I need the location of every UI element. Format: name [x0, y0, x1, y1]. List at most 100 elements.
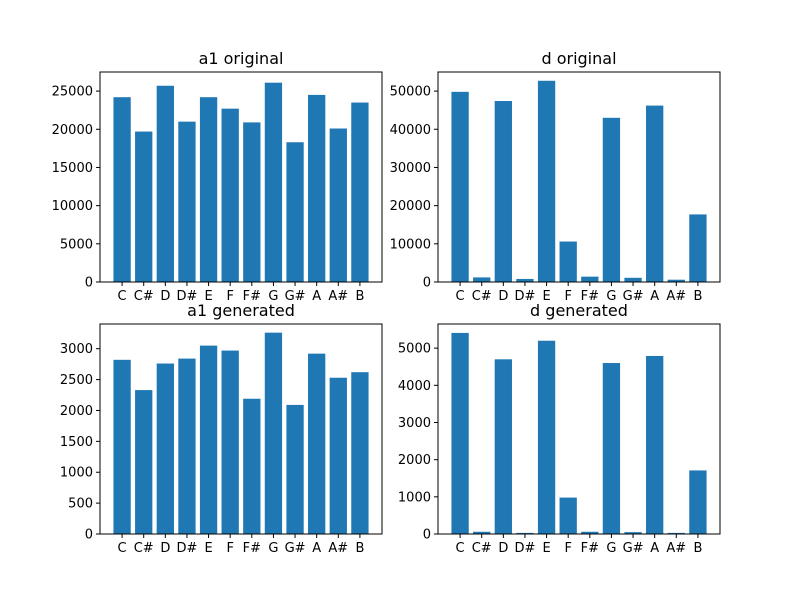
bar-gsharp: [286, 142, 304, 282]
x-tick-label: F: [564, 541, 571, 556]
y-tick-label: 500: [68, 497, 93, 512]
bar-f: [559, 241, 577, 282]
x-tick-label: A#: [328, 541, 348, 556]
y-tick-label: 1000: [398, 490, 431, 505]
y-tick-label: 0: [85, 528, 93, 543]
x-tick-label: D#: [514, 289, 535, 304]
subplot-4: C C# D D# E F F# G G# A A# B 0 1000 2000 3000 4000 5000 d …: [398, 301, 721, 556]
bar-b: [351, 372, 369, 534]
y-tick-label: 5000: [60, 237, 93, 252]
x-tick-label: A: [312, 541, 321, 556]
x-tick-label: F: [226, 289, 233, 304]
x-tick-label: G#: [285, 541, 306, 556]
x-tick-label: E: [204, 541, 212, 556]
x-tick-label: C: [118, 541, 127, 556]
x-tick-label: F#: [243, 289, 261, 304]
y-tick-label: 3000: [60, 342, 93, 357]
bar-gsharp: [624, 277, 642, 282]
bar-g: [264, 332, 283, 534]
bar-e: [199, 97, 218, 282]
bar-fsharp: [243, 398, 261, 534]
bar-fsharp: [581, 531, 599, 534]
x-tick-label: A#: [666, 541, 686, 556]
x-tick-label: C#: [472, 289, 492, 304]
x-tick-label: A#: [328, 289, 348, 304]
y-tick-label: 30000: [390, 161, 431, 176]
x-tick-label: D#: [176, 541, 197, 556]
bar-dsharp: [516, 278, 534, 282]
bar-c: [113, 97, 131, 282]
bar-d: [156, 85, 174, 282]
bar-fsharp: [243, 122, 261, 283]
x-tick-label: A: [650, 289, 659, 304]
bar-a: [646, 105, 664, 282]
x-tick-label: B: [355, 289, 364, 304]
y-tick-label: 2000: [398, 453, 431, 468]
x-tick-label: D: [498, 541, 508, 556]
subplot-title: a1 generated: [187, 301, 295, 320]
bar-csharp: [473, 531, 491, 534]
bar-gsharp: [624, 532, 642, 534]
y-tick-label: 4000: [398, 379, 431, 394]
bar-fsharp: [581, 276, 599, 282]
bar-csharp: [135, 390, 153, 534]
y-tick-label: 3000: [398, 416, 431, 431]
bar-d: [494, 359, 512, 534]
subplot-2: C C# D D# E F F# G G# A A# B 0 10000 20000 30000 40000 50…: [390, 49, 721, 304]
x-tick-label: F#: [243, 541, 261, 556]
x-tick-label: F: [564, 289, 571, 304]
y-tick-label: 1000: [60, 466, 93, 481]
bar-d: [494, 101, 512, 283]
x-tick-label: E: [542, 541, 550, 556]
bar-gsharp: [286, 404, 304, 534]
x-tick-label: B: [693, 541, 702, 556]
axes-frame: [99, 71, 383, 283]
x-tick-label: D: [160, 541, 170, 556]
bar-dsharp: [178, 358, 196, 534]
x-tick-label: F: [226, 541, 233, 556]
y-tick-label: 0: [423, 276, 431, 291]
x-tick-label: G: [268, 541, 278, 556]
x-tick-label: C#: [134, 289, 154, 304]
y-tick-label: 2000: [60, 404, 93, 419]
y-tick-label: 20000: [390, 199, 431, 214]
bar-asharp: [329, 128, 347, 282]
x-tick-label: F#: [581, 541, 599, 556]
bar-b: [689, 214, 707, 282]
x-tick-label: G#: [623, 289, 644, 304]
bar-c: [113, 359, 131, 534]
x-tick-label: A#: [666, 289, 686, 304]
x-tick-label: B: [693, 289, 702, 304]
y-tick-label: 15000: [52, 161, 93, 176]
x-tick-label: B: [355, 541, 364, 556]
x-tick-label: G: [268, 289, 278, 304]
subplot-title: a1 original: [199, 49, 284, 68]
bar-asharp: [667, 532, 685, 534]
x-tick-label: C#: [134, 541, 154, 556]
x-tick-label: G#: [285, 289, 306, 304]
x-tick-label: C: [118, 289, 127, 304]
y-tick-label: 50000: [390, 85, 431, 100]
x-tick-label: F#: [581, 289, 599, 304]
y-tick-label: 2500: [60, 373, 93, 388]
x-tick-label: A: [650, 541, 659, 556]
y-tick-label: 0: [423, 528, 431, 543]
bar-asharp: [329, 377, 347, 534]
bar-f: [221, 108, 239, 283]
y-tick-label: 40000: [390, 123, 431, 138]
bar-b: [689, 470, 707, 534]
x-tick-label: E: [542, 289, 550, 304]
bar-csharp: [473, 277, 491, 282]
subplot-3: C C# D D# E F F# G G# A A# B 0 500 1000 1500 2000 2500 300…: [60, 301, 383, 556]
y-tick-label: 0: [85, 276, 93, 291]
x-tick-label: C: [456, 541, 465, 556]
bar-g: [602, 117, 621, 282]
bar-e: [199, 345, 218, 534]
bar-e: [537, 340, 556, 534]
bar-f: [221, 350, 239, 534]
bar-dsharp: [516, 532, 534, 534]
x-tick-label: G#: [623, 541, 644, 556]
bar-g: [264, 82, 283, 282]
bar-a: [308, 353, 326, 534]
